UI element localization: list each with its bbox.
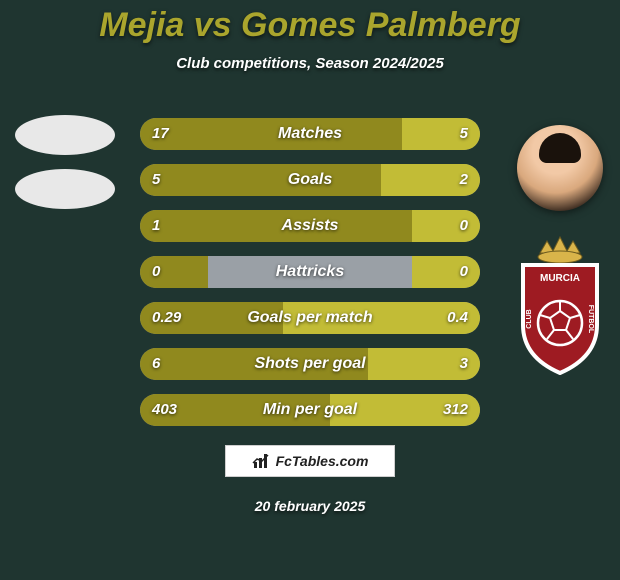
stats-area: 17Matches55Goals21Assists00Hattricks00.2… xyxy=(140,118,480,440)
left-player-photo-placeholder xyxy=(15,115,115,155)
stat-row: 0Hattricks0 xyxy=(140,256,480,288)
right-club-crest: MURCIA CLUB FUTBOL xyxy=(515,235,605,375)
stat-right-value: 0 xyxy=(460,210,468,242)
stat-label: Min per goal xyxy=(140,394,480,426)
crest-text-right: FUTBOL xyxy=(587,305,594,334)
chart-icon xyxy=(252,453,270,469)
crest-text-left: CLUB xyxy=(526,309,533,328)
page-subtitle: Club competitions, Season 2024/2025 xyxy=(0,55,620,72)
stat-row: 17Matches5 xyxy=(140,118,480,150)
stat-right-value: 5 xyxy=(460,118,468,150)
stat-label: Assists xyxy=(140,210,480,242)
stat-label: Matches xyxy=(140,118,480,150)
stat-row: 5Goals2 xyxy=(140,164,480,196)
stat-label: Shots per goal xyxy=(140,348,480,380)
page-title: Mejia vs Gomes Palmberg xyxy=(0,0,620,45)
left-club-crest-placeholder xyxy=(15,169,115,209)
left-player-column xyxy=(10,115,120,223)
stat-right-value: 3 xyxy=(460,348,468,380)
comparison-card: Mejia vs Gomes Palmberg Club competition… xyxy=(0,0,620,580)
stat-row: 403Min per goal312 xyxy=(140,394,480,426)
stat-right-value: 312 xyxy=(443,394,468,426)
stat-row: 6Shots per goal3 xyxy=(140,348,480,380)
crown-icon xyxy=(538,237,582,263)
crest-text-top: MURCIA xyxy=(540,273,580,284)
stat-label: Goals per match xyxy=(140,302,480,334)
stat-right-value: 0.4 xyxy=(447,302,468,334)
date-label: 20 february 2025 xyxy=(0,498,620,514)
stat-label: Goals xyxy=(140,164,480,196)
right-player-column: MURCIA CLUB FUTBOL xyxy=(510,125,610,375)
brand-text: FcTables.com xyxy=(276,453,369,469)
stat-right-value: 2 xyxy=(460,164,468,196)
right-player-photo xyxy=(517,125,603,211)
stat-right-value: 0 xyxy=(460,256,468,288)
brand-badge[interactable]: FcTables.com xyxy=(225,445,395,477)
stat-label: Hattricks xyxy=(140,256,480,288)
stat-row: 1Assists0 xyxy=(140,210,480,242)
stat-row: 0.29Goals per match0.4 xyxy=(140,302,480,334)
